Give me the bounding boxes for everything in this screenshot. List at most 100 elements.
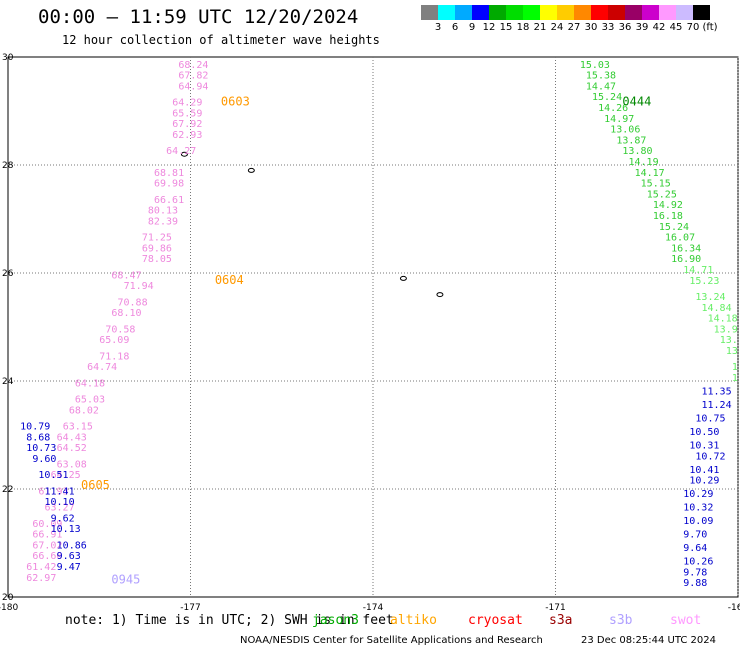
wave-height-value: 69.86 [142,243,172,254]
page-subtitle: 12 hour collection of altimeter wave hei… [62,33,380,47]
wave-height-value: 14.92 [653,200,683,211]
wave-height-value: 9.78 [683,567,707,578]
legend-color-label: 70 [686,22,700,33]
wave-height-value: 15.38 [586,71,616,82]
legend-color-swatch [659,5,676,20]
wave-height-value: 64.27 [166,146,196,157]
color-legend-bar [421,5,710,20]
wave-height-value: 62.97 [26,573,56,584]
wave-height-value: 16.18 [653,211,683,222]
wave-height-value: 69.98 [154,179,184,190]
footer-note: note: 1) Time is in UTC; 2) SWH is in fe… [65,613,394,628]
wave-height-value: 63.27 [45,503,75,514]
wave-height-value: 63.08 [57,459,87,470]
mission-label-s3a: s3a [549,613,573,628]
wave-height-value: 10.31 [689,441,719,452]
wave-height-value: 66.60 [32,551,62,562]
wave-height-value: 10.73 [26,443,56,454]
mission-label-cryosat: cryosat [468,613,523,628]
wave-height-value: 10.51 [38,470,68,481]
x-tick-label: -168 [728,603,740,613]
legend-color-swatch [438,5,455,20]
legend-color-swatch [523,5,540,20]
wave-height-value: 13.68 [720,335,740,346]
wave-height-value: 14.47 [586,81,616,92]
wave-height-value: 65.59 [172,108,202,119]
wave-height-value: 10.50 [689,427,719,438]
wave-height-value: 9.47 [57,562,81,573]
wave-height-value: 10.10 [45,497,75,508]
wave-height-value: 10.41 [689,465,719,476]
wave-height-value: 66.61 [154,195,184,206]
wave-height-value: 10.72 [695,451,725,462]
wave-height-value: 67.82 [178,71,208,82]
wave-height-value: 64.29 [172,98,202,109]
wave-height-value: 9.60 [32,454,56,465]
pass-time-label: 0945 [111,573,140,587]
legend-color-swatch [693,5,710,20]
wave-height-value: 64.52 [57,443,87,454]
legend-color-swatch [506,5,523,20]
legend-color-swatch [676,5,693,20]
wave-height-value: 14.71 [683,265,713,276]
wave-height-value: 10.29 [683,489,713,500]
mission-label-swot: swot [670,613,702,628]
wave-height-value: 11.35 [702,387,732,398]
legend-color-swatch [472,5,489,20]
wave-height-value: 65.09 [99,335,129,346]
wave-height-value: 14.19 [629,157,659,168]
wave-height-value: 61.42 [26,562,56,573]
legend-color-label: 15 [499,22,513,33]
wave-height-value: 67.02 [32,540,62,551]
legend-color-swatch [642,5,659,20]
wave-height-value: 71.94 [124,281,154,292]
legend-color-swatch [421,5,438,20]
legend-color-label: 21 [533,22,547,33]
wave-height-value: 68.47 [111,270,141,281]
wave-height-value: 78.05 [142,254,172,265]
wave-height-value: 14.17 [635,168,665,179]
wave-height-value: 68.02 [69,405,99,416]
wave-height-value: 15.23 [689,276,719,287]
wave-height-value: 8.68 [26,432,50,443]
page-title: 00:00 — 11:59 UTC 12/20/2024 [38,6,359,28]
wave-height-value: 64.18 [75,378,105,389]
wave-height-value: 13.33 [732,373,740,384]
wave-height-value: 13.12 [726,346,740,357]
wave-height-value: 10.75 [695,414,725,425]
timestamp-text: 23 Dec 08:25:44 UTC 2024 [581,635,716,646]
wave-height-value: 16.90 [671,254,701,265]
pass-time-label: 0444 [622,95,651,109]
legend-color-label: 6 [451,22,459,33]
wave-height-value: 11.24 [702,400,732,411]
wave-height-value: 15.24 [592,92,622,103]
credit-text: NOAA/NESDIS Center for Satellite Applica… [240,635,543,646]
wave-height-value: 71.18 [99,351,129,362]
y-tick-label: 20 [2,593,14,603]
wave-height-value: 68.10 [111,308,141,319]
legend-color-swatch [591,5,608,20]
pass-time-label: 0603 [221,95,250,109]
legend-color-swatch [574,5,591,20]
legend-color-label: 24 [550,22,564,33]
wave-height-value: 9.88 [683,578,707,589]
wave-height-value: 70.58 [105,324,135,335]
wave-height-value: 13.06 [610,125,640,136]
wave-height-value: 14.97 [604,114,634,125]
wave-height-value: 68.81 [154,168,184,179]
wave-height-value: 64.25 [51,470,81,481]
legend-color-swatch [489,5,506,20]
wave-height-value: 16.07 [665,233,695,244]
wave-height-value: 13.96 [714,324,740,335]
wave-height-value: 15.03 [580,60,610,71]
wave-height-value: 10.13 [51,524,81,535]
wave-height-value: 64.43 [57,432,87,443]
legend-color-label: 27 [567,22,581,33]
wave-height-value: 66.91 [32,530,62,541]
color-legend-labels: 3 6 9 12 15 18 21 24 27 30 33 36 39 42 45 70 (ft) [421,22,740,34]
wave-height-value: 16.34 [671,243,701,254]
legend-color-swatch [455,5,472,20]
wave-height-value: 10.09 [683,516,713,527]
wave-height-value: 9.62 [51,513,75,524]
wave-height-value: 13.80 [622,146,652,157]
